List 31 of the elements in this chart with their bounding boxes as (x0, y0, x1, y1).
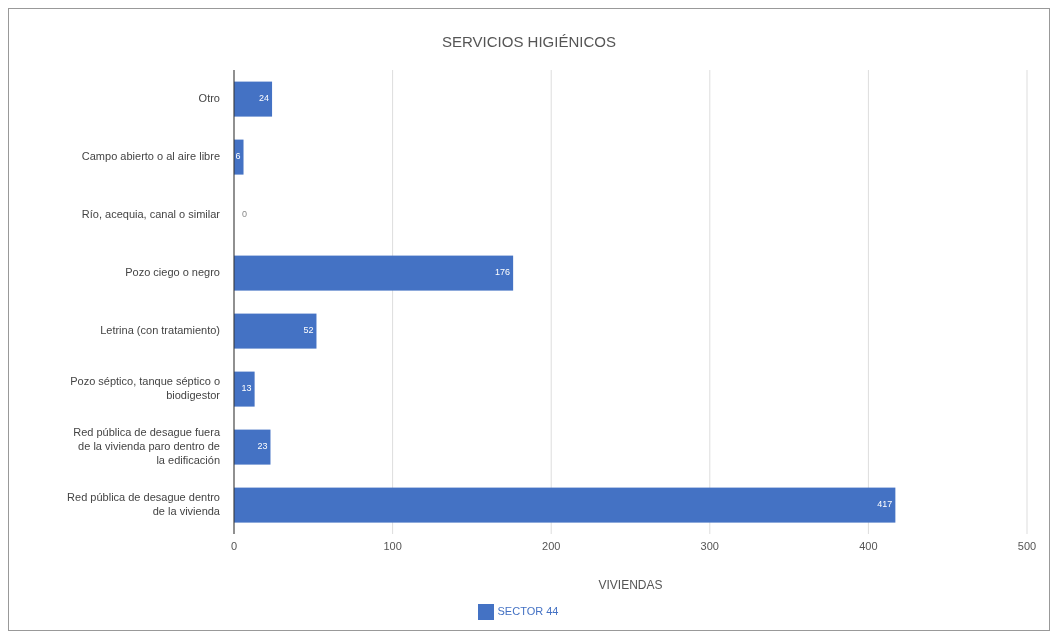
data-label: 6 (235, 151, 241, 162)
x-tick-label: 0 (230, 539, 238, 552)
data-label: 0 (242, 209, 248, 220)
y-tick-label: Río, acequia, canal o similar (81, 207, 221, 220)
data-label: 23 (257, 441, 268, 452)
y-tick-label: Letrina (con tratamiento) (100, 323, 220, 336)
x-tick-label: 100 (383, 539, 402, 552)
data-label: 417 (877, 499, 893, 510)
bar (234, 371, 255, 407)
bar (234, 429, 271, 465)
chart-title: SERVICIOS HIGIÉNICOS (441, 32, 617, 50)
x-tick-label: 500 (1017, 539, 1037, 552)
data-label: 52 (303, 325, 314, 336)
x-axis-title: VIVIENDAS (598, 578, 663, 592)
x-tick-label: 300 (700, 539, 719, 552)
y-tick-label: Red pública de desague dentro de la vivienda (67, 490, 221, 517)
x-tick-label: 200 (542, 539, 561, 552)
bar (234, 255, 514, 291)
bar (234, 487, 896, 523)
x-tick-label: 400 (859, 539, 878, 552)
data-label: 13 (241, 383, 252, 394)
data-label: 24 (259, 93, 270, 104)
y-tick-label: Otro (198, 91, 220, 104)
y-tick-label: Campo abierto o al aire libre (81, 149, 220, 162)
bar (234, 313, 317, 349)
y-tick-label: Red pública de desague fuera de la vivienda paro dentro de la edificación (73, 425, 221, 466)
legend-label: SECTOR 44 (497, 604, 559, 617)
y-tick-label: Pozo séptico, tanque séptico o biodigestor (70, 374, 221, 401)
bar (234, 81, 273, 117)
y-tick-label: Pozo ciego o negro (125, 265, 220, 278)
data-label: 176 (495, 267, 511, 278)
